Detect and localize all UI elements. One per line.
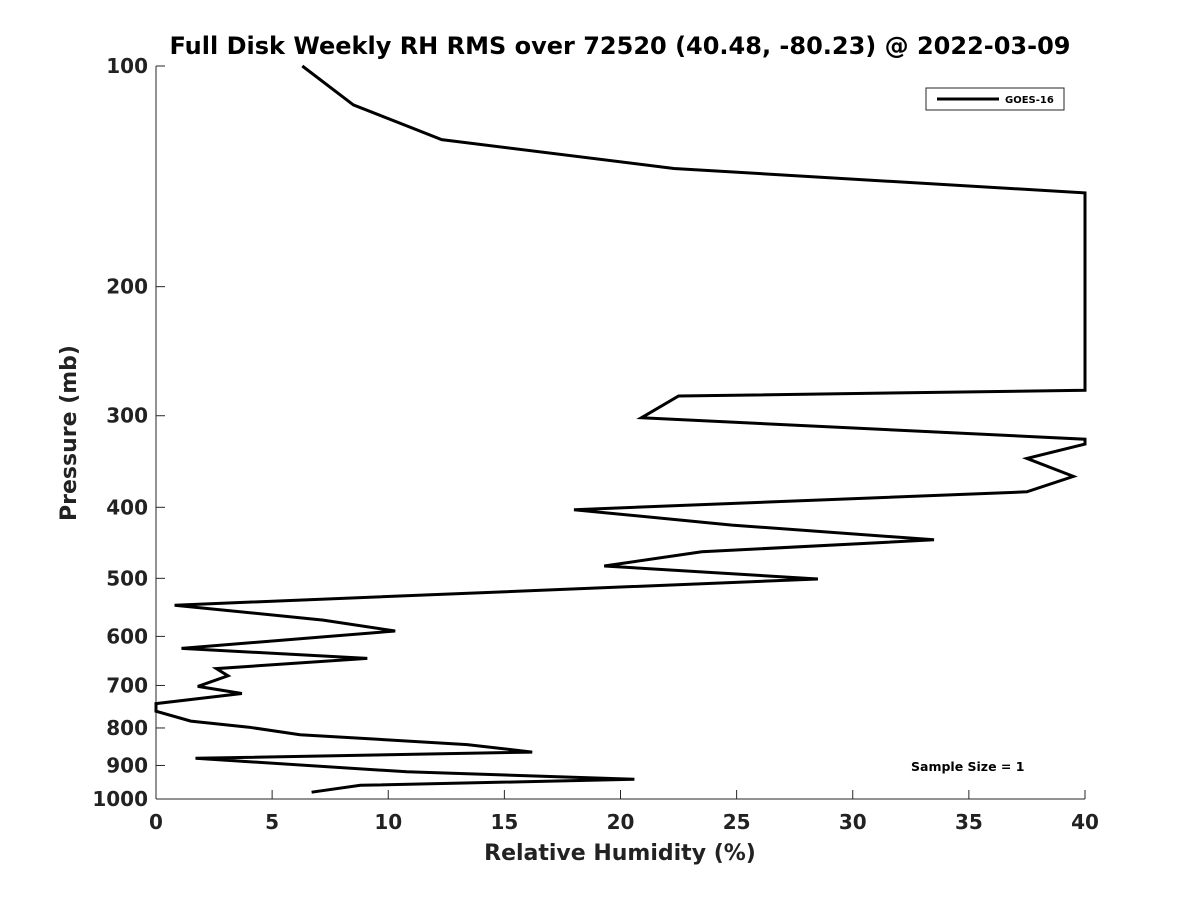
- x-tick-label: 20: [607, 810, 635, 834]
- x-tick-label: 25: [723, 810, 751, 834]
- x-tick-label: 5: [265, 810, 279, 834]
- legend-label-goes-16: GOES-16: [1005, 95, 1054, 106]
- x-tick-label: 15: [490, 810, 518, 834]
- y-tick-label: 400: [106, 495, 148, 519]
- y-tick-label: 1000: [92, 787, 148, 811]
- y-tick-label: 100: [106, 54, 148, 78]
- y-tick-label: 800: [106, 716, 148, 740]
- y-tick-label: 300: [106, 404, 148, 428]
- series-line-goes-16: [154, 64, 1087, 794]
- series-group: [154, 64, 1087, 794]
- x-tick-label: 35: [955, 810, 983, 834]
- x-tick-label: 10: [374, 810, 402, 834]
- y-tick-label: 200: [106, 275, 148, 299]
- y-tick-label: 500: [106, 566, 148, 590]
- chart-title: Full Disk Weekly RH RMS over 72520 (40.4…: [169, 32, 1070, 60]
- sample-size-annotation: Sample Size = 1: [911, 759, 1024, 774]
- y-axis-label: Pressure (mb): [57, 345, 82, 521]
- y-tick-label: 700: [106, 673, 148, 697]
- y-tick-label: 900: [106, 753, 148, 777]
- x-tick-label: 0: [149, 810, 163, 834]
- x-tick-label: 30: [839, 810, 867, 834]
- x-ticks: 0 5 10 15 20 25 30 35 40: [149, 790, 1099, 834]
- x-axis-label: Relative Humidity (%): [484, 841, 756, 866]
- x-tick-label: 40: [1071, 810, 1099, 834]
- y-tick-label: 600: [106, 624, 148, 648]
- y-ticks: 100 200 300 400 500 600 700 800 900 1000: [92, 54, 165, 811]
- legend: GOES-16: [925, 87, 1065, 111]
